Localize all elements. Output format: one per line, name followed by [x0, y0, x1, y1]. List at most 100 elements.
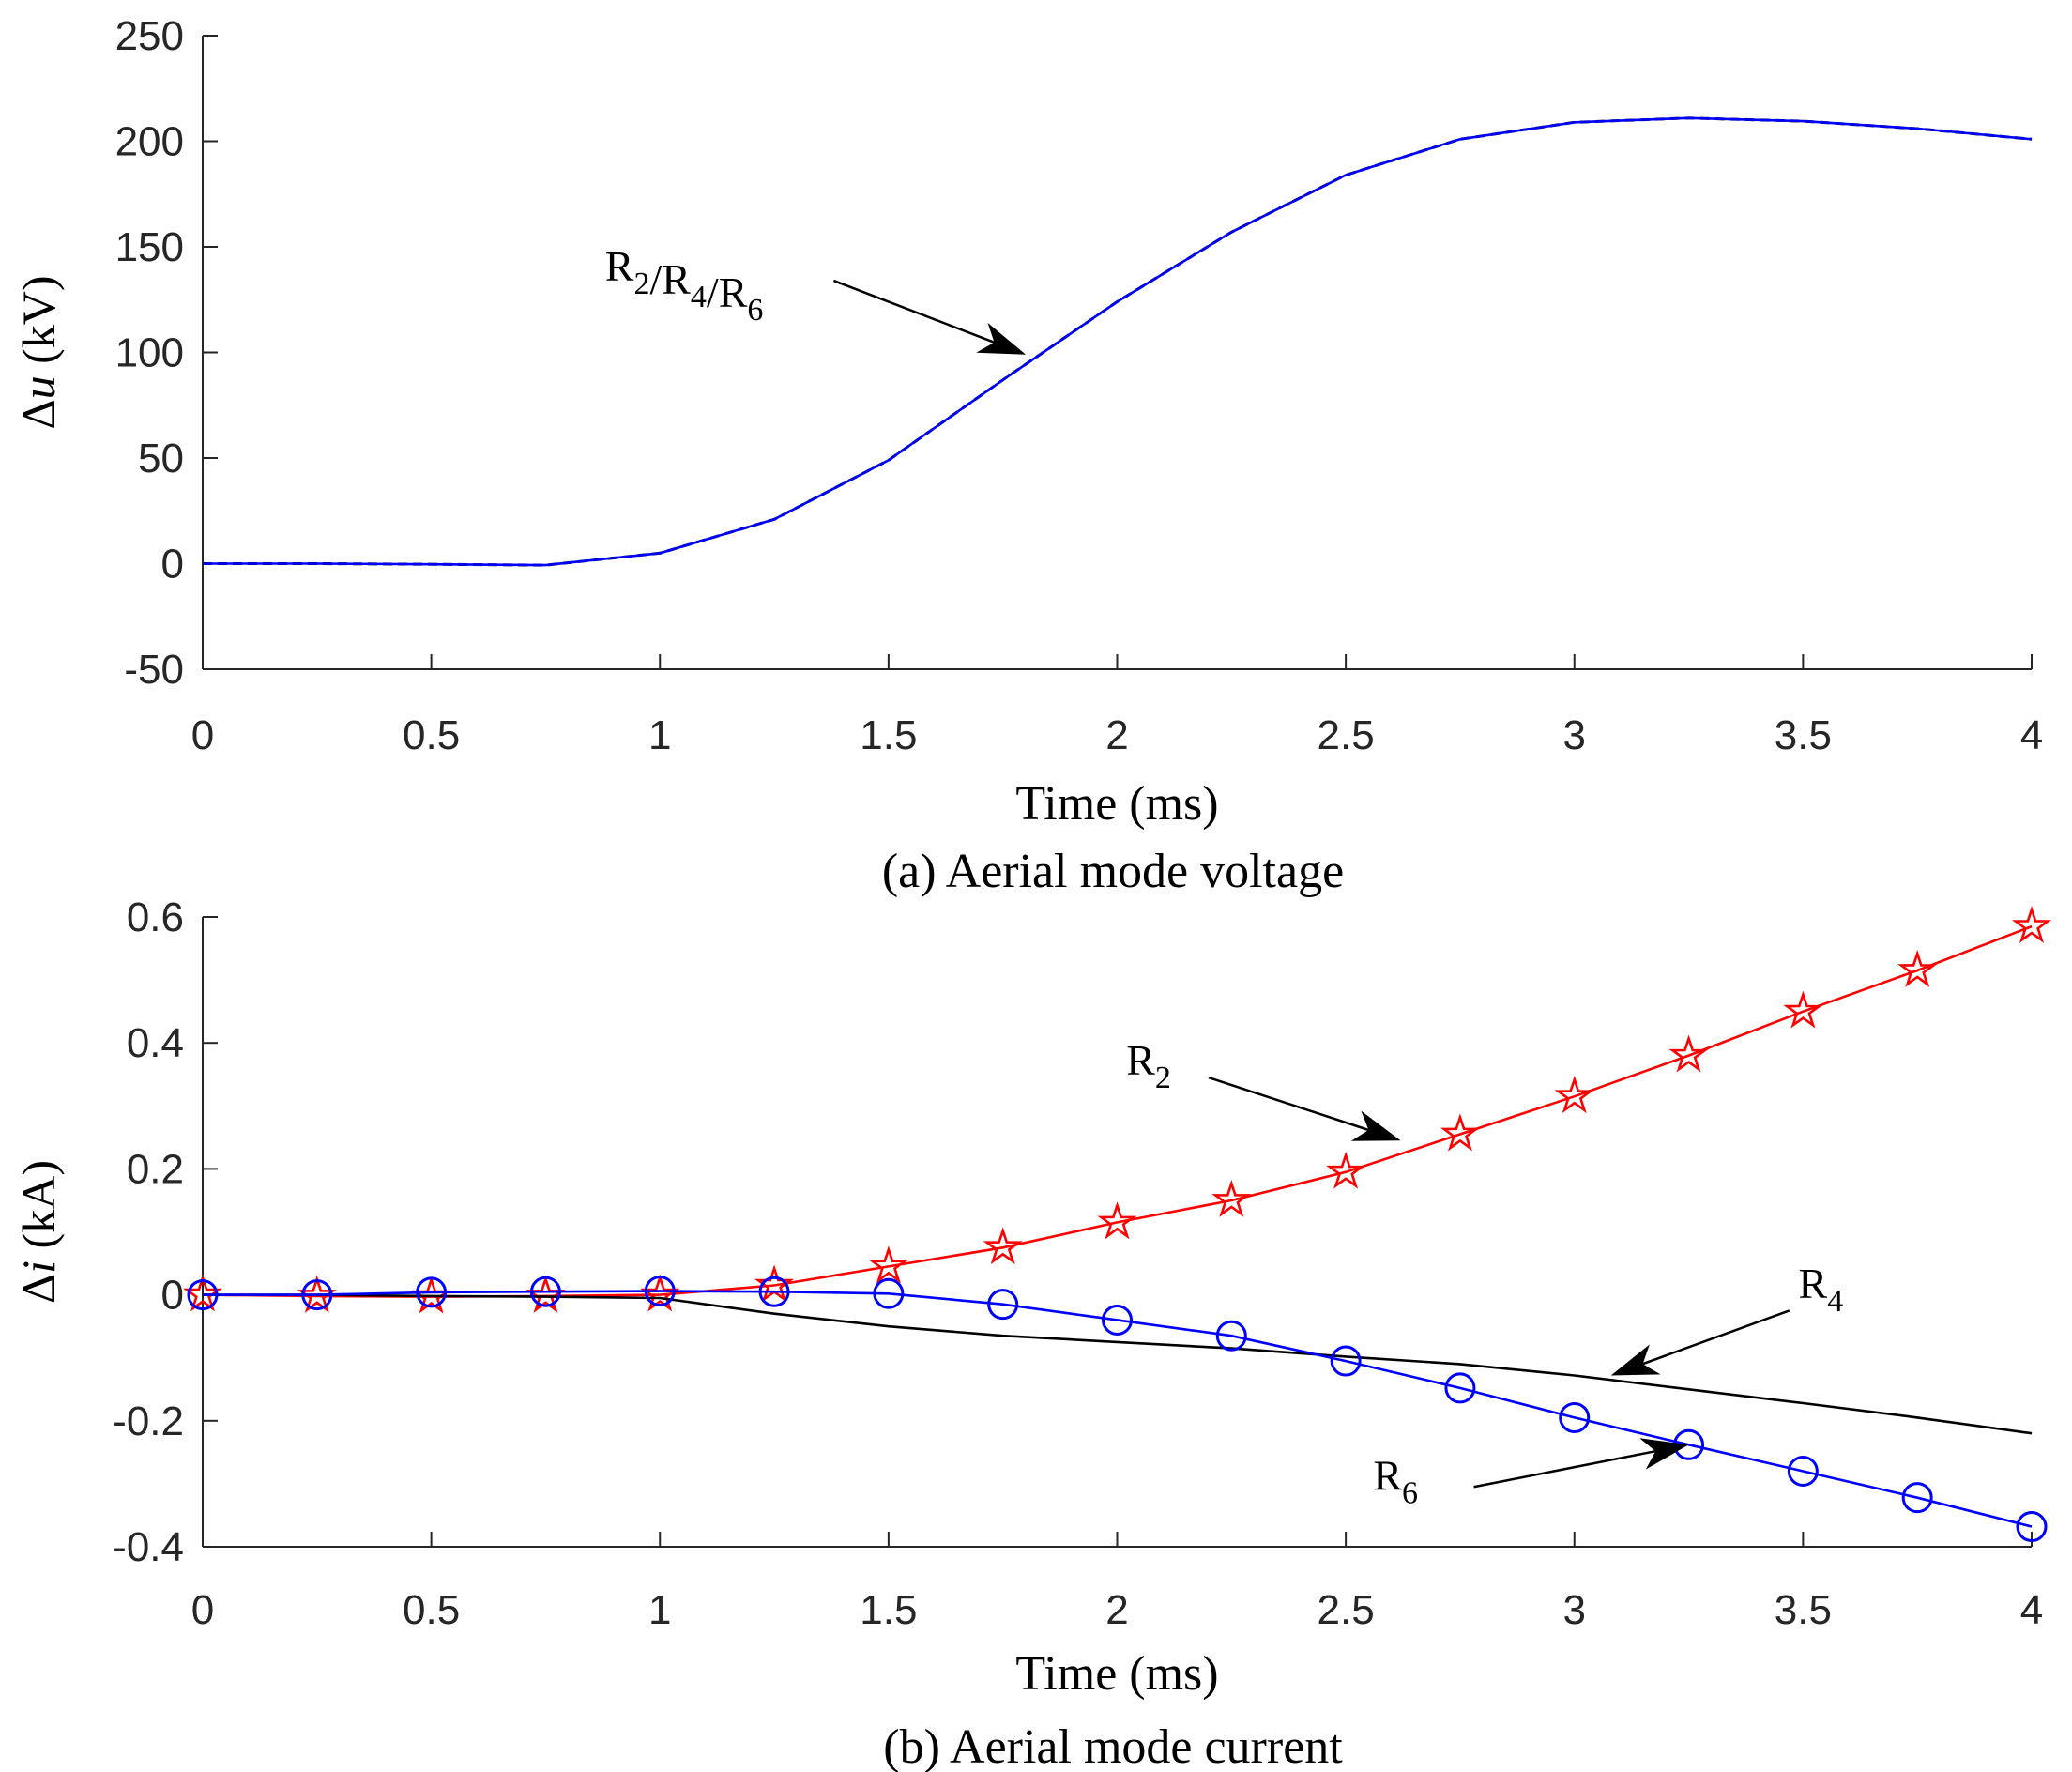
circle-marker-r6: [187, 1279, 219, 1311]
annotation-label-text: R: [1126, 1036, 1155, 1084]
x-tick-label: 4: [2020, 712, 2043, 758]
circle-marker-r6: [758, 1276, 790, 1307]
x-tick-label: 0.5: [403, 712, 460, 758]
star-marker-r2: [1440, 1113, 1480, 1152]
y-tick-label: 250: [115, 13, 184, 59]
star-marker-r2: [983, 1227, 1023, 1265]
circle-marker-r6: [1787, 1455, 1819, 1487]
annotation-label-text: /R: [649, 255, 691, 303]
annotation-label-b1: R2: [1126, 1036, 1171, 1095]
circle-marker-r6: [1215, 1320, 1247, 1352]
circle-marker-r6: [1559, 1401, 1591, 1433]
y-tick-label: 200: [115, 119, 184, 165]
annotation-arrowhead-b1: [1350, 1110, 1401, 1141]
y-tick-label: 150: [115, 224, 184, 270]
y-tick-label: 0.2: [127, 1146, 184, 1192]
annotation-label-b3: R6: [1373, 1452, 1418, 1511]
annotation-arrow-b3: [1473, 1449, 1656, 1489]
x-tick-label: 3.5: [1775, 1587, 1832, 1633]
y-tick-label: 0: [161, 542, 184, 588]
x-tick-label: 3: [1563, 712, 1586, 758]
star-marker-r2: [1326, 1151, 1366, 1189]
x-tick-label: 1.5: [860, 712, 917, 758]
x-tick-label: 3: [1563, 1587, 1586, 1633]
y-tick-label: 100: [115, 330, 184, 376]
series-line-r2-r4-r6-dashed: [203, 116, 2033, 567]
x-tick-label: 0.5: [403, 1587, 460, 1633]
circle-marker-r6: [1330, 1345, 1362, 1377]
series-line-r2-r4-r6: [203, 116, 2033, 567]
star-marker-r2: [640, 1274, 680, 1312]
circle-marker-r6: [987, 1289, 1019, 1321]
annotation-label-text: R: [1373, 1452, 1402, 1500]
series-line-r2: [202, 924, 2033, 1298]
annotation-arrowhead-b2: [1610, 1344, 1661, 1376]
y-axis-label: Δu (kV): [12, 275, 65, 429]
y-tick-label: -0.4: [113, 1524, 184, 1570]
annotation-arrow-b2: [1642, 1309, 1790, 1366]
x-axis-label: Time (ms): [1015, 777, 1218, 831]
series-line-r6: [203, 1290, 2033, 1528]
y-label-delta: Δ: [12, 1274, 65, 1304]
x-tick-label: 1: [648, 1587, 671, 1633]
star-marker-r2: [2011, 905, 2052, 943]
x-tick-label: 1.5: [860, 1587, 917, 1633]
circle-marker-r6: [1444, 1372, 1476, 1404]
star-marker-r2: [1783, 990, 1823, 1029]
annotation-arrow-a1: [832, 279, 995, 344]
star-marker-r2: [1554, 1076, 1594, 1114]
x-tick-label: 2.5: [1318, 712, 1375, 758]
y-label-unit: (kV): [12, 275, 65, 375]
circle-marker-r6: [1102, 1304, 1133, 1336]
annotation-label-text: /R: [707, 268, 748, 316]
star-marker-r2: [1211, 1179, 1252, 1217]
annotation-label-text: R: [605, 242, 634, 290]
annotation-arrow-b1: [1208, 1076, 1369, 1132]
circle-marker-r6: [2016, 1511, 2048, 1543]
x-tick-label: 3.5: [1775, 712, 1832, 758]
y-tick-label: -50: [124, 647, 184, 693]
annotation-label-subscript: 4: [1827, 1284, 1843, 1319]
y-label-variable: i: [12, 1260, 65, 1274]
circle-marker-r6: [529, 1276, 561, 1307]
annotation-arrowhead-a1: [976, 322, 1027, 355]
y-axis-label: Δi (kA): [12, 1160, 65, 1304]
x-tick-label: 0: [191, 712, 214, 758]
caption-a: (a) Aerial mode voltage: [882, 845, 1344, 898]
circle-marker-r6: [301, 1279, 333, 1311]
caption-b: (b) Aerial mode current: [883, 1720, 1343, 1772]
voltage-chart: (a) Aerial mode voltage 0 0.5 1 1.5 2 2.5 3 3.5…: [12, 13, 2043, 898]
x-tick-label: 4: [2020, 1587, 2043, 1633]
y-tick-label: 0.4: [127, 1020, 184, 1066]
circle-marker-r6: [1901, 1482, 1933, 1514]
annotation-label-subscript: 6: [1402, 1476, 1418, 1511]
annotation-label-text: R: [1799, 1260, 1828, 1307]
circle-marker-r6: [873, 1277, 905, 1309]
annotation-label-subscript: 4: [691, 280, 707, 314]
x-tick-label: 2: [1105, 712, 1128, 758]
star-marker-r2: [1897, 949, 1938, 987]
x-tick-label: 2.5: [1318, 1587, 1375, 1633]
x-axis-label: Time (ms): [1015, 1647, 1218, 1701]
y-tick-label: 0: [161, 1273, 184, 1319]
x-tick-label: 2: [1105, 1587, 1128, 1633]
x-tick-label: 1: [648, 712, 671, 758]
y-tick-label: 0.6: [127, 894, 184, 940]
y-label-delta: Δ: [12, 399, 65, 429]
star-marker-r2: [297, 1275, 337, 1313]
annotation-label-subscript: 6: [747, 293, 763, 328]
annotation-label-b2: R4: [1799, 1260, 1844, 1319]
current-chart: (b) Aerial mode current 0 0.5 1 1.5 2 2.5 3 3.5…: [12, 894, 2052, 1772]
star-marker-r2: [1097, 1201, 1137, 1240]
star-marker-r2: [868, 1245, 908, 1284]
y-label-unit: (kA): [12, 1160, 65, 1260]
star-marker-r2: [1668, 1034, 1709, 1073]
y-label-variable: u: [12, 375, 65, 399]
y-tick-label: 50: [138, 435, 184, 481]
annotation-label-subscript: 2: [1155, 1061, 1171, 1095]
circle-marker-r6: [416, 1276, 448, 1308]
annotation-label-a1: R2/R4/R6: [605, 242, 764, 328]
y-tick-label: -0.2: [113, 1398, 184, 1444]
annotation-arrowhead-b3: [1639, 1438, 1689, 1470]
